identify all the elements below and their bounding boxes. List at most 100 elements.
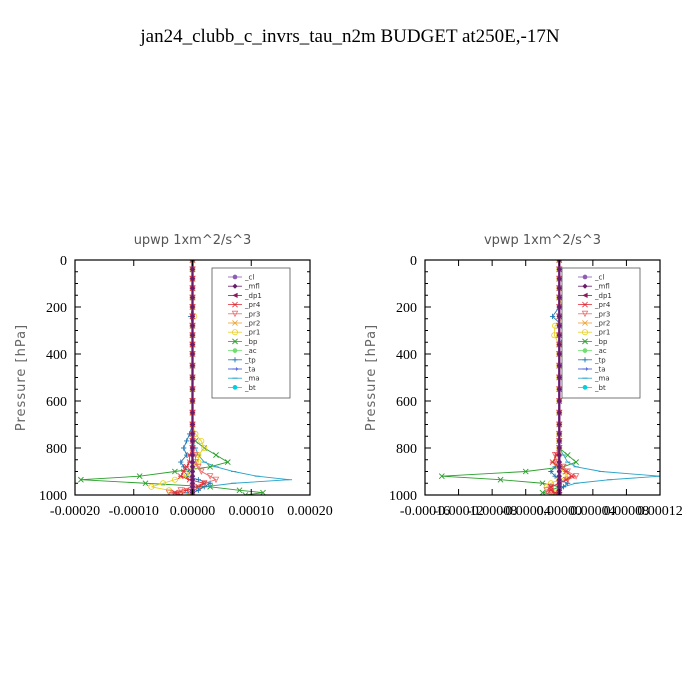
x-tick-label: 0.00010 (229, 504, 275, 519)
data-point-bp (260, 489, 266, 495)
legend-entry: _pr1 (244, 329, 260, 337)
legend-entry: _pr1 (594, 329, 610, 337)
x-tick-label: -0.00012 (433, 504, 483, 519)
legend-marker (232, 357, 238, 363)
data-point-mfl (556, 398, 562, 404)
series-group (438, 260, 660, 495)
data-point-mfl (189, 431, 196, 437)
data-point-pr4 (549, 459, 556, 465)
data-point-mfl (189, 445, 196, 451)
data-point-bp (207, 483, 214, 490)
data-point-pr4 (195, 483, 202, 490)
data-point-mfl (556, 332, 562, 338)
data-point-mfl (189, 313, 196, 319)
data-point-mfl (189, 386, 196, 392)
data-point-bp (564, 452, 571, 458)
data-point-mfl (556, 386, 562, 392)
data-point-mfl (189, 374, 196, 381)
legend-marker (232, 338, 238, 345)
data-point-pr4 (180, 468, 187, 475)
data-point-pr4 (563, 476, 569, 483)
data-point-pr3 (560, 463, 567, 471)
y-tick-label: 800 (396, 442, 417, 457)
data-point-mfl (556, 323, 562, 329)
legend-entry: _bp (244, 338, 258, 346)
data-point-mfl (189, 464, 196, 470)
legend-marker (582, 301, 588, 308)
x-tick-label: 0.00004 (570, 504, 616, 519)
legend-entry: _dp1 (244, 292, 262, 300)
data-point-mfl (556, 374, 562, 381)
legend-entry: _mfl (594, 283, 610, 291)
data-point-mfl (556, 313, 562, 319)
data-point-mfl (556, 431, 562, 437)
data-point-mfl (189, 266, 196, 272)
legend-entry: _pr4 (244, 301, 261, 309)
panel-title: vpwp 1xm^2/s^3 (484, 233, 601, 248)
data-point-mfl (556, 276, 562, 282)
data-point-mfl (556, 363, 562, 369)
data-point-pr1 (160, 480, 167, 487)
legend-marker (232, 292, 238, 298)
data-point-pr4 (556, 260, 563, 263)
legend-entry: _pr4 (594, 301, 611, 309)
x-tick-label: -0.00020 (50, 504, 100, 519)
legend-marker (232, 274, 238, 280)
data-point-mfl (189, 351, 196, 357)
legend-entry: _tp (594, 356, 606, 364)
data-point-mfl (556, 410, 562, 416)
y-tick-label: 800 (46, 442, 67, 457)
y-tick-label: 1000 (389, 489, 417, 504)
data-point-pr4 (563, 468, 569, 475)
data-point-mfl (189, 285, 196, 291)
legend-entry: _ta (244, 366, 256, 374)
data-point-pr1 (148, 483, 155, 490)
legend-box (561, 267, 641, 399)
legend: _cl_mfl_dp1_pr4_pr3_pr2_pr1_bp_ac_tp_ta_… (211, 267, 291, 399)
x-tick-label: 0.00008 (604, 504, 650, 519)
data-point-bp (573, 459, 579, 466)
data-point-mfl (556, 452, 562, 458)
data-point-mfl (556, 468, 562, 475)
data-point-tp (548, 468, 554, 475)
y-tick-label: 600 (396, 395, 417, 410)
legend-marker (582, 329, 589, 336)
data-point-bp (224, 459, 231, 466)
legend: _cl_mfl_dp1_pr4_pr3_pr2_pr1_bp_ac_tp_ta_… (561, 267, 641, 399)
data-point-mfl (189, 323, 196, 329)
legend-entry: _pr3 (244, 310, 260, 318)
data-point-bp (136, 473, 143, 480)
legend-marker (231, 329, 238, 336)
data-point-pr3 (572, 473, 580, 480)
data-point-tp (181, 445, 187, 451)
data-point-bp (539, 480, 546, 487)
data-point-pr4 (201, 480, 208, 487)
legend-marker (581, 310, 589, 318)
legend-entry: _pr2 (594, 320, 610, 328)
data-point-mfl (189, 452, 196, 458)
data-point-tp (178, 459, 184, 465)
legend-marker (582, 357, 588, 363)
data-point-mfl (556, 438, 562, 444)
data-point-mfl (189, 473, 196, 479)
series-group (77, 260, 293, 495)
data-point-bp (539, 489, 546, 495)
legend-marker (582, 367, 589, 371)
legend-marker (582, 283, 588, 289)
legend-marker (231, 310, 239, 318)
data-point-bp (522, 468, 529, 475)
data-point-mfl (556, 295, 562, 301)
data-point-mfl (189, 477, 196, 483)
data-point-mfl (556, 464, 562, 470)
x-tick-label: -0.00016 (400, 504, 450, 519)
legend-box (211, 267, 291, 399)
legend-entry: _pr2 (244, 320, 260, 328)
legend-entry: _ta (594, 366, 606, 374)
data-point-bp (497, 476, 504, 483)
panels-group: upwp 1xm^2/s^3 Pressure [hPa] 0 200 400 600 80… (14, 233, 683, 519)
legend-entry: _tp (244, 356, 256, 364)
data-point-bp (236, 487, 243, 494)
x-tick-label: 0.00000 (170, 504, 216, 519)
y-tick-label: 600 (46, 395, 67, 410)
